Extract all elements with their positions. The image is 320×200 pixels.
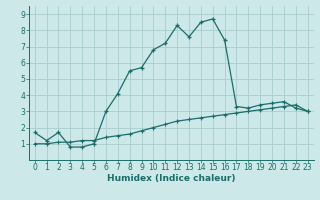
X-axis label: Humidex (Indice chaleur): Humidex (Indice chaleur) [107, 174, 236, 183]
